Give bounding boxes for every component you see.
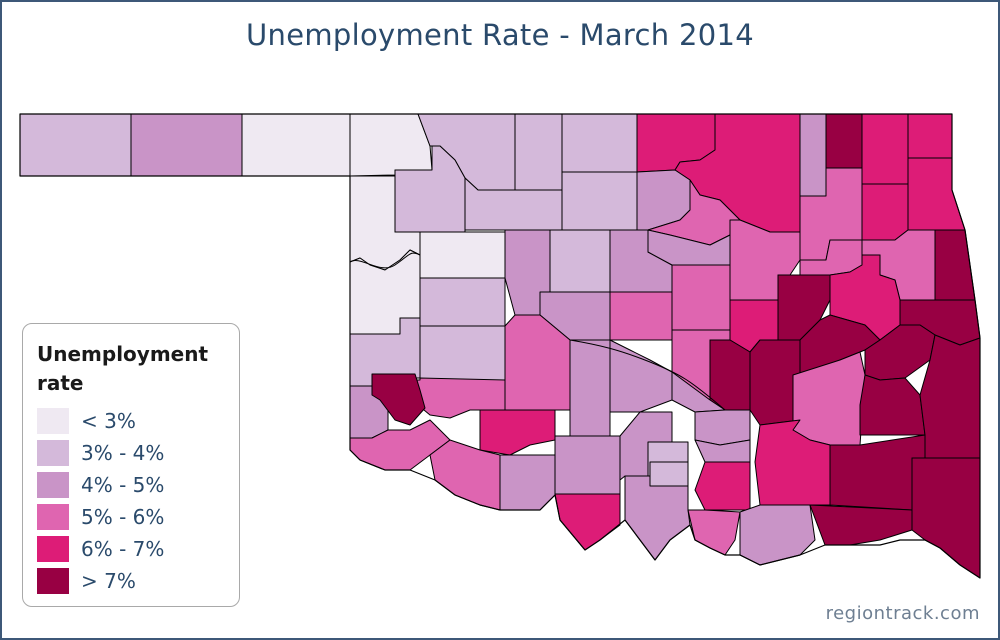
legend-label: < 3% xyxy=(81,409,136,433)
map-title: Unemployment Rate - March 2014 xyxy=(246,18,754,52)
county-cotton[interactable] xyxy=(499,454,556,511)
legend-item-6-7: 6% - 7% xyxy=(37,536,237,562)
source-credit: regiontrack.com xyxy=(825,603,980,624)
legend-swatch xyxy=(37,440,69,466)
county-love[interactable] xyxy=(624,475,691,561)
county-kiowa-highlight[interactable] xyxy=(371,373,426,426)
county-texas[interactable] xyxy=(130,113,243,177)
legend-label: 4% - 5% xyxy=(81,473,165,497)
county-cimarron[interactable] xyxy=(19,113,132,177)
legend-swatch xyxy=(37,568,69,594)
county-woodward[interactable] xyxy=(394,145,466,233)
legend-item-5-6: 5% - 6% xyxy=(37,504,237,530)
legend-item-4-5: 4% - 5% xyxy=(37,472,237,498)
legend-label: 3% - 4% xyxy=(81,441,165,465)
county-pushmataha[interactable] xyxy=(829,434,926,511)
river-line-2 xyxy=(569,339,726,411)
county-oklahoma[interactable] xyxy=(609,291,673,341)
legend-label: > 7% xyxy=(81,569,136,593)
county-latimer[interactable] xyxy=(859,374,926,436)
legend-swatch xyxy=(37,408,69,434)
river-line xyxy=(349,252,421,269)
county-nowata[interactable] xyxy=(825,113,863,169)
county-washita[interactable] xyxy=(419,325,506,381)
county-jefferson[interactable] xyxy=(554,493,621,551)
legend-label: 5% - 6% xyxy=(81,505,165,529)
map-legend: Unemployment rate < 3% 3% - 4% 4% - 5% 5… xyxy=(22,323,240,607)
county-muskogee[interactable] xyxy=(777,274,831,341)
legend-title: Unemployment rate xyxy=(37,342,209,395)
county-coal[interactable] xyxy=(694,461,751,511)
county-mayes[interactable] xyxy=(861,183,909,241)
county-johnston-marshall[interactable] xyxy=(687,509,741,556)
county-grady[interactable] xyxy=(569,339,611,437)
county-grant[interactable] xyxy=(561,113,638,173)
legend-item-under-3: < 3% xyxy=(37,408,237,434)
legend-item-3-4: 3% - 4% xyxy=(37,440,237,466)
county-kingfisher[interactable] xyxy=(549,229,611,293)
county-mccurtain[interactable] xyxy=(911,457,981,579)
county-garfield[interactable] xyxy=(561,171,638,231)
state-outline xyxy=(19,113,981,579)
county-harper[interactable] xyxy=(349,113,433,177)
county-beaver[interactable] xyxy=(241,113,351,177)
county-stephens[interactable] xyxy=(554,435,621,495)
county-alfalfa[interactable] xyxy=(514,113,563,191)
county-pontotoc[interactable] xyxy=(694,439,751,463)
county-delaware[interactable] xyxy=(907,157,966,231)
county-murray-pale[interactable] xyxy=(649,461,689,487)
county-seminole[interactable] xyxy=(694,409,751,446)
county-okfuskee[interactable] xyxy=(709,339,751,411)
county-adair[interactable] xyxy=(934,229,976,301)
county-custer[interactable] xyxy=(419,277,506,327)
legend-swatch xyxy=(37,504,69,530)
county-craig[interactable] xyxy=(861,113,909,185)
legend-label: 6% - 7% xyxy=(81,537,165,561)
county-washington[interactable] xyxy=(799,113,827,197)
county-choctaw[interactable] xyxy=(809,504,913,546)
county-ottawa[interactable] xyxy=(907,113,953,159)
legend-item-over-7: > 7% xyxy=(37,568,237,594)
legend-swatch xyxy=(37,536,69,562)
county-creek[interactable] xyxy=(671,264,731,331)
county-dewey[interactable] xyxy=(419,231,506,279)
county-comanche[interactable] xyxy=(479,409,556,456)
county-bryan[interactable] xyxy=(739,504,816,566)
legend-swatch xyxy=(37,472,69,498)
